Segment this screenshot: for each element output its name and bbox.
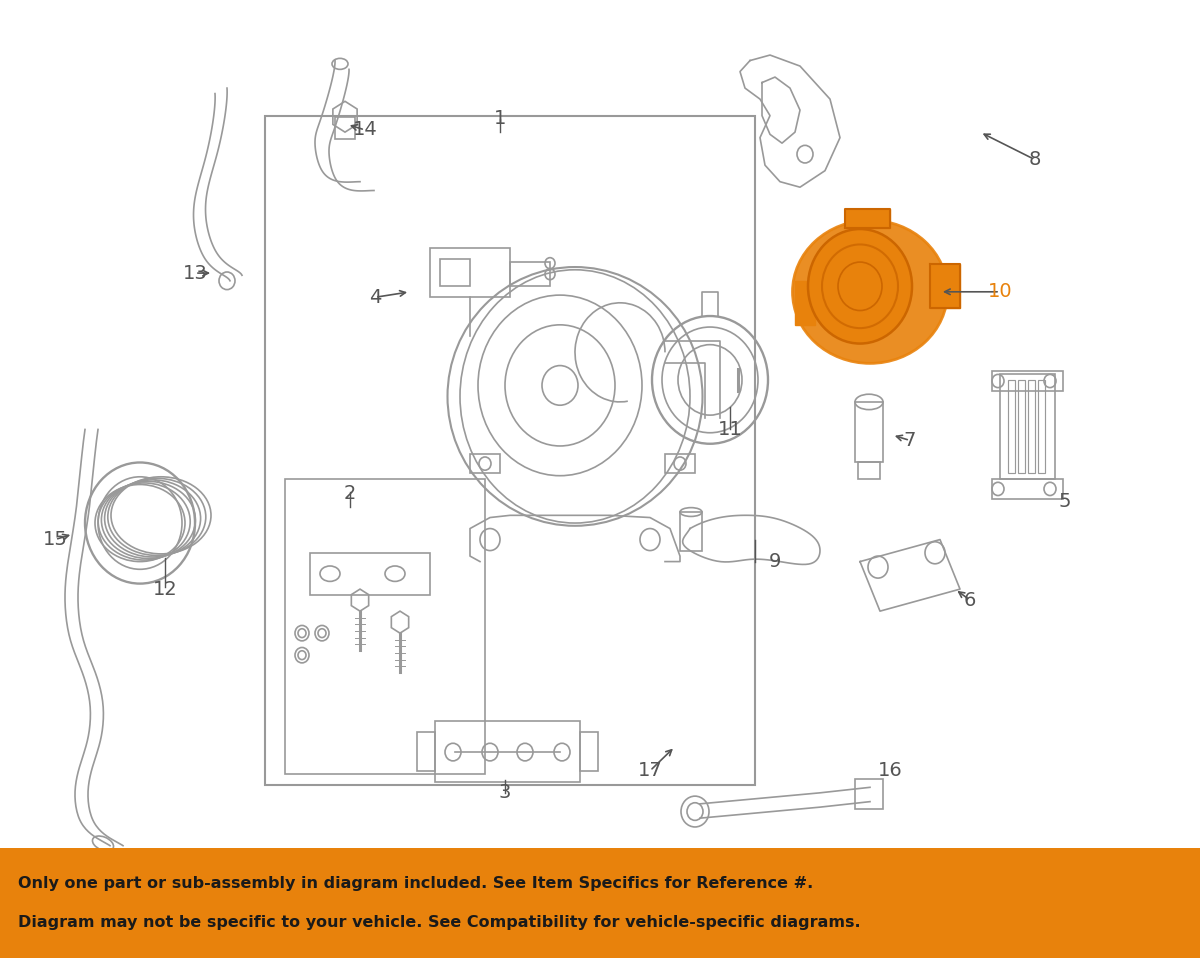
Bar	[1018, 380, 1025, 473]
Text: 6: 6	[964, 591, 976, 609]
Bar	[310, 553, 430, 595]
Bar	[1008, 380, 1015, 473]
Text: 17: 17	[637, 762, 662, 781]
Bar	[1000, 375, 1055, 479]
Bar	[858, 463, 880, 479]
Polygon shape	[845, 209, 890, 228]
Bar	[286, 479, 485, 774]
Bar	[854, 402, 883, 463]
Text: 9: 9	[769, 552, 781, 571]
Ellipse shape	[792, 220, 948, 363]
Bar	[436, 721, 580, 782]
Polygon shape	[796, 281, 815, 325]
Text: Diagram may not be specific to your vehicle. See Compatibility for vehicle-speci: Diagram may not be specific to your vehi…	[18, 915, 860, 930]
Bar	[440, 259, 470, 286]
Text: 4: 4	[368, 287, 382, 307]
Bar	[992, 479, 1063, 499]
Bar	[580, 732, 598, 771]
Text: 3: 3	[499, 784, 511, 803]
Bar	[335, 117, 355, 139]
Text: 5: 5	[1058, 491, 1072, 511]
Text: 7: 7	[904, 431, 916, 450]
Bar	[1028, 380, 1034, 473]
Text: 2: 2	[344, 484, 356, 503]
Text: 11: 11	[718, 420, 743, 439]
Bar	[680, 512, 702, 551]
Bar	[418, 732, 436, 771]
Bar	[854, 779, 883, 810]
Circle shape	[822, 244, 898, 329]
Bar	[665, 454, 695, 473]
Polygon shape	[930, 264, 960, 308]
Text: 14: 14	[353, 121, 377, 140]
Text: 12: 12	[152, 580, 178, 599]
Bar	[510, 262, 550, 286]
Bar	[0, 848, 1200, 958]
Text: 15: 15	[42, 530, 67, 549]
Bar	[1038, 380, 1045, 473]
Text: 8: 8	[1028, 150, 1042, 170]
Text: 13: 13	[182, 263, 208, 283]
Bar	[992, 371, 1063, 391]
Circle shape	[808, 229, 912, 344]
Bar	[265, 116, 755, 786]
Text: 1: 1	[494, 109, 506, 128]
Bar	[470, 454, 500, 473]
Text: 10: 10	[988, 283, 1013, 302]
Bar	[430, 248, 510, 297]
Circle shape	[838, 262, 882, 310]
Text: 16: 16	[877, 762, 902, 781]
Text: Only one part or sub-assembly in diagram included. See Item Specifics for Refere: Only one part or sub-assembly in diagram…	[18, 876, 814, 891]
